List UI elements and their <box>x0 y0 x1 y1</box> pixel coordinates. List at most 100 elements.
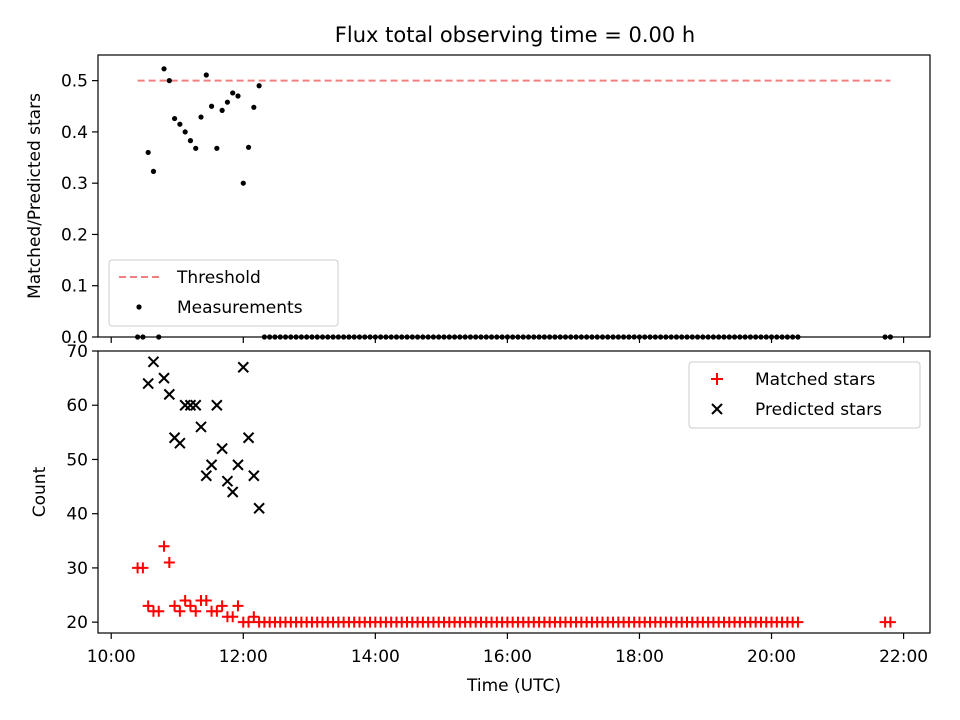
measurement-point <box>251 104 257 110</box>
predicted-stars-point <box>163 388 176 401</box>
matched-stars-point <box>200 594 212 606</box>
x-tick-label: 10:00 <box>87 647 136 667</box>
predicted-stars-point <box>147 356 160 368</box>
chart-title: Flux total observing time = 0.00 h <box>335 23 695 47</box>
measurement-point <box>203 72 209 78</box>
measurement-point <box>166 78 172 84</box>
measurement-point <box>193 145 199 151</box>
count-y-axis-label: Count <box>30 466 50 517</box>
measurement-point <box>235 93 241 99</box>
ratio-legend: Threshold Measurements <box>108 259 339 327</box>
matched-stars-point <box>142 600 154 612</box>
matched-stars-point <box>216 600 228 612</box>
matched-stars-point <box>243 616 255 628</box>
measurement-point <box>240 180 246 186</box>
matched-stars-point <box>227 611 239 623</box>
predicted-stars-point <box>248 470 260 482</box>
matched-stars-point <box>190 605 202 617</box>
x-tick-label: 18:00 <box>615 647 664 667</box>
measurement-point <box>219 107 225 113</box>
predicted-stars-point <box>174 437 186 449</box>
matched-stars-point <box>169 600 181 612</box>
predicted-stars-point <box>237 361 249 373</box>
predicted-stars-point <box>179 399 191 411</box>
predicted-stars-point <box>216 442 228 455</box>
measurement-point <box>208 103 215 109</box>
x-tick-label: 22:00 <box>879 647 928 667</box>
measurement-point <box>171 115 178 122</box>
legend-predicted-swatch <box>711 403 723 415</box>
matched-stars-point <box>163 557 175 568</box>
measurement-point <box>245 144 252 150</box>
legend-measurements-swatch <box>136 304 142 310</box>
measurement-point <box>182 129 188 135</box>
measurement-point <box>230 90 236 96</box>
ratio-y-axis-label: Matched/Predicted stars <box>25 93 45 299</box>
ratio-legend-box <box>108 259 339 327</box>
ratio-axes: 0.0 0.1 0.2 0.3 0.4 0.5 <box>61 72 905 348</box>
count-y-tick-label: 50 <box>66 450 88 470</box>
matched-stars-point <box>158 540 170 552</box>
count-legend: Matched stars Predicted stars <box>688 361 921 429</box>
matched-stars-point <box>137 562 149 574</box>
predicted-stars-point <box>211 399 223 411</box>
matched-stars-point <box>153 605 165 617</box>
measurement-point <box>256 83 262 89</box>
count-marks <box>132 356 896 628</box>
ratio-y-tick-label: 0.3 <box>61 174 88 194</box>
x-tick-label: 20:00 <box>747 647 796 667</box>
predicted-stars-point <box>242 432 255 444</box>
predicted-stars-point <box>142 377 154 390</box>
count-y-tick-label: 30 <box>66 559 88 579</box>
measurement-point <box>161 66 167 72</box>
ratio-y-tick-label: 0.2 <box>61 225 88 245</box>
x-tick-label: 12:00 <box>219 647 268 667</box>
count-y-tick-label: 20 <box>66 613 88 633</box>
matched-stars-point <box>792 616 804 628</box>
matched-stars-point <box>211 605 223 617</box>
matched-stars-point <box>232 600 244 612</box>
matched-stars-point <box>248 611 260 623</box>
measurement-point <box>198 114 204 120</box>
ratio-y-tick-label: 0.1 <box>61 277 88 297</box>
count-y-tick-label: 70 <box>66 342 88 362</box>
count-y-tick-label: 40 <box>66 505 88 525</box>
x-tick-label: 14:00 <box>351 647 400 667</box>
count-panel: 20 30 40 50 60 70 10:00 12:00 14:00 16:00 18:00 20:… <box>30 342 931 696</box>
ratio-plot-frame <box>97 54 931 338</box>
predicted-stars-point <box>232 459 244 471</box>
measurement-point <box>177 121 183 127</box>
predicted-stars-point <box>226 486 239 498</box>
predicted-stars-point <box>158 372 170 384</box>
count-plot-frame <box>97 350 931 634</box>
count-axes: 20 30 40 50 60 70 10:00 12:00 14:00 16:00 18:00 20:… <box>66 342 928 667</box>
ratio-y-tick-label: 0.0 <box>61 328 88 348</box>
count-legend-box <box>688 361 921 429</box>
ratio-y-tick-label: 0.4 <box>61 123 88 143</box>
predicted-stars-point <box>221 475 234 487</box>
measurement-point <box>145 149 151 156</box>
measurement-point <box>214 145 220 151</box>
measurement-point <box>150 168 157 174</box>
ratio-y-tick-label: 0.5 <box>61 72 88 92</box>
legend-measurements-label: Measurements <box>177 298 303 318</box>
predicted-stars-point <box>205 459 218 471</box>
matched-stars-point <box>174 605 186 617</box>
predicted-stars-point <box>184 399 197 411</box>
count-y-tick-label: 60 <box>66 396 88 416</box>
matched-stars-point <box>884 616 896 628</box>
legend-matched-swatch <box>711 373 723 385</box>
predicted-stars-point <box>190 399 202 411</box>
legend-threshold-label: Threshold <box>176 268 261 288</box>
predicted-stars-point <box>253 502 265 514</box>
ratio-panel: 0.0 0.1 0.2 0.3 0.4 0.5 Matched/Predicted sta… <box>25 54 931 348</box>
legend-matched-label: Matched stars <box>755 370 875 390</box>
matched-stars-point <box>179 594 191 606</box>
matched-stars-point <box>184 600 196 612</box>
x-axis-label: Time (UTC) <box>466 676 561 696</box>
predicted-stars-point <box>195 421 207 433</box>
predicted-stars-point <box>200 470 212 482</box>
x-tick-label: 16:00 <box>483 647 532 667</box>
measurement-point <box>224 99 231 105</box>
